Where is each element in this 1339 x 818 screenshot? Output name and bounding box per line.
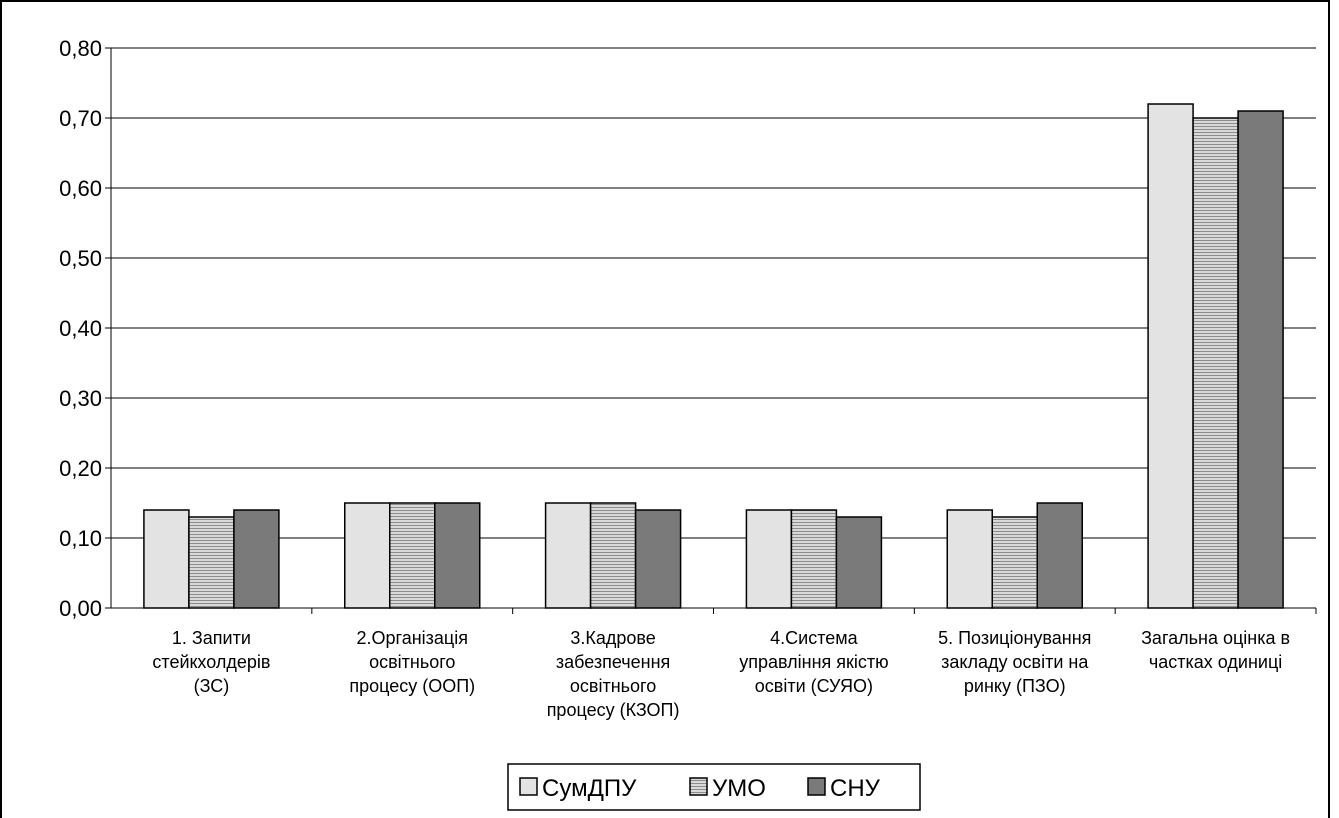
x-category-label-line: управління якістю xyxy=(739,652,888,672)
bar-сумдпу-6 xyxy=(1147,103,1194,609)
gridlines xyxy=(111,47,1316,539)
y-tick-label: 0,60 xyxy=(59,176,102,201)
x-category-label: 4.Система управління якістю освіти (СУЯО) xyxy=(739,628,888,696)
x-category-label: 1. Запити стейкхолдерів (ЗС) xyxy=(152,628,270,696)
bars xyxy=(143,103,1284,609)
x-category-label-line: 1. Запити xyxy=(172,628,251,648)
legend-label: СумДПУ xyxy=(542,775,637,802)
legend-label: СНУ xyxy=(830,775,881,802)
y-tick-label: 0,00 xyxy=(59,596,102,621)
x-category-label-line: процесу (ООП) xyxy=(349,676,475,696)
x-category-label-line: освітнього xyxy=(570,676,656,696)
bar-умо-5 xyxy=(991,516,1038,609)
x-category-label: 3.Кадрове забезпечення освітнього процесу (… xyxy=(547,628,680,720)
bar-сну-1 xyxy=(233,509,280,609)
legend-swatch-сумдпу xyxy=(519,777,538,796)
legend-swatch-сну xyxy=(807,777,826,796)
bar-умо-1 xyxy=(188,516,235,609)
legend-label: УМО xyxy=(712,775,766,802)
y-tick-label: 0,80 xyxy=(59,36,102,61)
axes xyxy=(105,47,1317,614)
bar-умо-6 xyxy=(1192,117,1239,609)
x-category-label-line: забезпечення xyxy=(556,652,670,672)
legend-box xyxy=(507,763,921,811)
bar-сну-3 xyxy=(634,509,682,609)
y-axis-tick-labels: 0,00 0,10 0,20 0,30 0,40 0,50 0,60 0,70 0,80 xyxy=(59,36,102,621)
x-category-label-line: ринку (ПЗО) xyxy=(964,676,1066,696)
bar-сумдпу-3 xyxy=(544,502,592,609)
bar-сумдпу-4 xyxy=(745,509,793,609)
y-tick-label: 0,20 xyxy=(59,456,102,481)
x-category-label: 5. Позиціонування закладу освіти на ринку … xyxy=(938,628,1091,696)
bar-сумдпу-2 xyxy=(344,502,391,609)
x-category-label-line: 4.Система xyxy=(770,628,858,648)
x-category-label-line: стейкхолдерів xyxy=(152,652,270,672)
bar-сну-4 xyxy=(835,516,883,609)
y-tick-label: 0,10 xyxy=(59,526,102,551)
bar-умо-2 xyxy=(389,502,436,609)
x-category-label: 2.Організація освітнього процесу (ООП) xyxy=(349,628,475,696)
x-category-label-line: (ЗС) xyxy=(194,676,230,696)
x-category-label-line: 5. Позиціонування xyxy=(938,628,1091,648)
legend: СумДПУ УМО СНУ xyxy=(507,763,921,811)
x-category-label-line: процесу (КЗОП) xyxy=(547,700,680,720)
y-tick-label: 0,40 xyxy=(59,316,102,341)
x-category-label-line: 2.Організація xyxy=(357,628,468,648)
x-category-label: Загальна оцінка в частках одиниці xyxy=(1141,628,1290,672)
bar-умо-4 xyxy=(790,509,838,609)
x-axis-category-labels: 1. Запити стейкхолдерів (ЗС) 2.Організація о… xyxy=(152,628,1290,720)
y-tick-label: 0,30 xyxy=(59,386,102,411)
x-category-label-line: закладу освіти на xyxy=(941,652,1089,672)
bar-сну-5 xyxy=(1036,502,1083,609)
x-category-label-line: освітнього xyxy=(369,652,455,672)
bar-сумдпу-5 xyxy=(946,509,993,609)
x-category-label-line: Загальна оцінка в xyxy=(1141,628,1290,648)
bar-сумдпу-1 xyxy=(143,509,190,609)
x-category-label-line: 3.Кадрове xyxy=(570,628,655,648)
y-tick-label: 0,50 xyxy=(59,246,102,271)
x-category-label-line: частках одиниці xyxy=(1149,652,1282,672)
bar-умо-3 xyxy=(589,502,637,609)
bar-сну-2 xyxy=(434,502,481,609)
legend-swatch-умо xyxy=(689,777,708,796)
bar-сну-6 xyxy=(1237,110,1284,609)
x-category-label-line: освіти (СУЯО) xyxy=(755,676,873,696)
y-tick-label: 0,70 xyxy=(59,106,102,131)
